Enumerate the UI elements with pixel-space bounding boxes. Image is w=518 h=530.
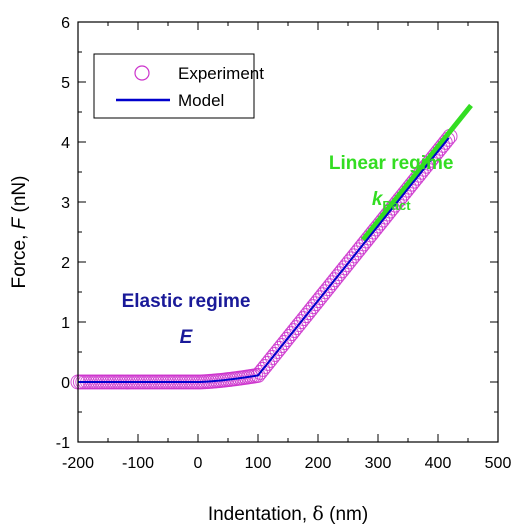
x-tick-label: 500	[485, 455, 512, 472]
y-tick-label: 1	[61, 315, 70, 332]
x-tick-label: 300	[365, 455, 392, 472]
plot-frame	[77, 21, 499, 443]
x-axis-label-suffix: (nm)	[324, 504, 368, 525]
annotation-elastic: Elastic regime	[122, 291, 251, 312]
annotation-e: E	[180, 327, 194, 348]
annotation-kbact: kBact	[372, 189, 411, 213]
x-tick-label: -100	[122, 455, 154, 472]
legend: Experiment Model	[93, 53, 264, 119]
y-tick-label: 4	[61, 135, 70, 152]
linear-fit-line	[361, 103, 473, 242]
x-tick-label: 400	[425, 455, 452, 472]
y-tick-label: 3	[61, 195, 70, 212]
x-axis-label-prefix: Indentation,	[208, 504, 313, 525]
y-axis-label: Force, F (nN)	[9, 176, 30, 289]
y-tick-label: 6	[61, 15, 70, 32]
y-axis-label-prefix: Force,	[9, 229, 30, 288]
y-tick-label: 5	[61, 75, 70, 92]
legend-marker-experiment	[134, 65, 150, 81]
series-layer	[70, 103, 473, 390]
y-axis-label-suffix: (nN)	[9, 176, 30, 218]
y-axis-label-symbol: F	[9, 216, 30, 229]
y-tick-label: -1	[56, 435, 70, 452]
y-tick-label: 2	[61, 255, 70, 272]
legend-label-experiment: Experiment	[178, 64, 264, 83]
legend-box	[93, 53, 255, 119]
y-tick-label: 0	[61, 375, 70, 392]
annotation-linear: Linear regime	[329, 153, 454, 174]
model-line	[78, 137, 450, 383]
x-axis-label-symbol: δ	[312, 503, 323, 525]
x-tick-label: 200	[305, 455, 332, 472]
x-tick-label: 0	[194, 455, 203, 472]
annotations: Linear regime kBact Elastic regime E	[122, 153, 454, 348]
x-tick-label: -200	[62, 455, 94, 472]
x-tick-label: 100	[245, 455, 272, 472]
x-axis-label: Indentation, δ (nm)	[208, 503, 368, 525]
tick-labels: -200 -100 0 100 200 300 400 500 -1 0 1 2 3 4 5 6	[56, 15, 512, 472]
legend-label-model: Model	[178, 91, 224, 110]
